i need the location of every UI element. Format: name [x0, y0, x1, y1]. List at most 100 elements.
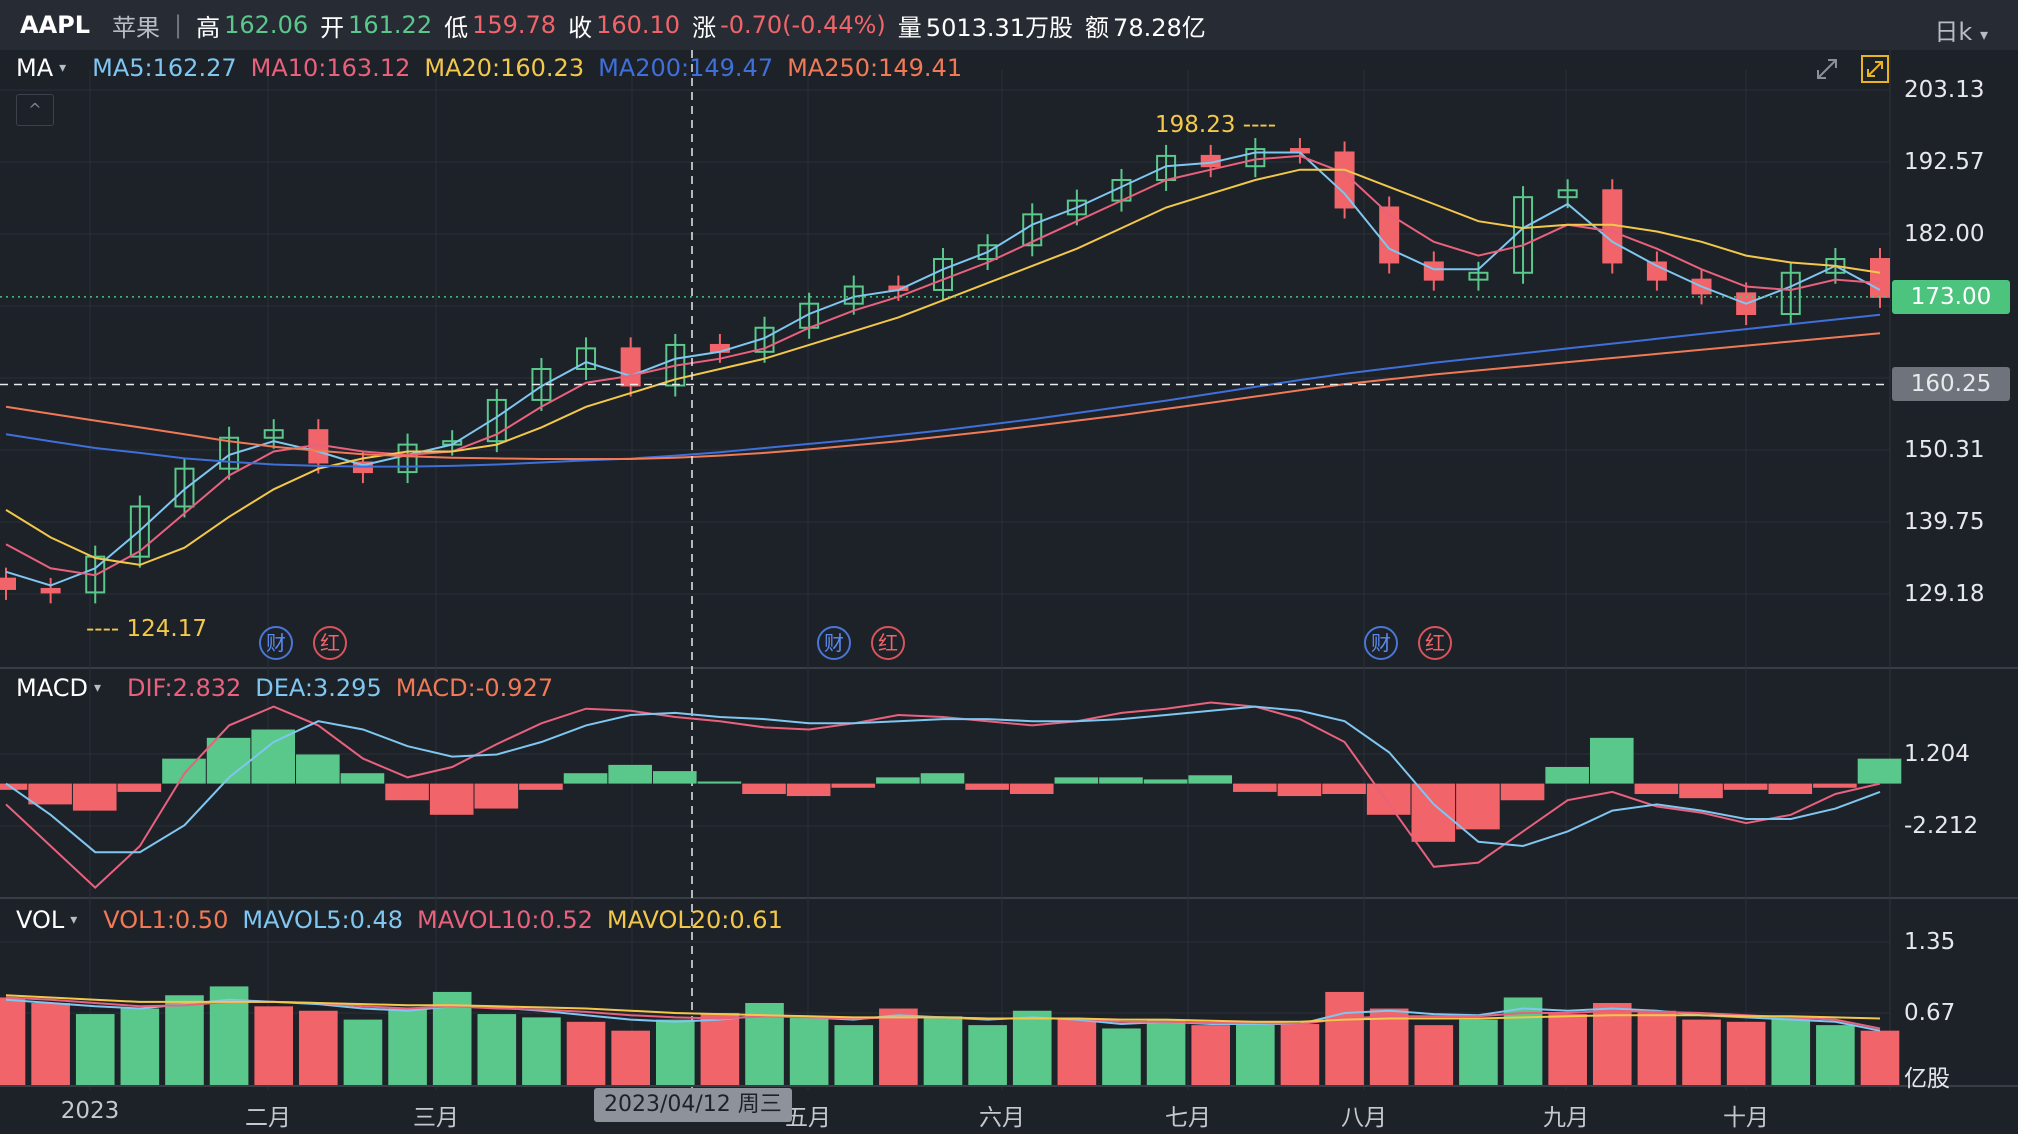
volume-bar — [388, 1008, 427, 1086]
macd-histogram-bar — [1054, 777, 1099, 784]
price-tick: 182.00 — [1904, 221, 1985, 247]
macd-histogram-bar — [0, 783, 28, 790]
high-value: 162.06 — [224, 11, 309, 39]
change-value: -0.70(-0.44%) — [720, 11, 886, 39]
volume-bar — [700, 1012, 740, 1086]
volume-bar — [31, 1003, 70, 1086]
macd-histogram-bar — [251, 729, 296, 784]
macd-histogram-bar — [117, 783, 162, 792]
x-tick-label: 九月 — [1543, 1105, 1589, 1131]
macd-histogram-bar — [1768, 783, 1813, 794]
close-label: 收 — [568, 13, 593, 42]
amount-label: 额 — [1085, 13, 1110, 42]
high-price-annotation: 198.23 ---- — [1155, 112, 1276, 138]
volume-bar — [0, 997, 26, 1086]
volume-bar — [165, 995, 204, 1086]
header-separator: | — [174, 11, 183, 39]
quote-header: AAPL 苹果 | 高 162.06 开 161.22 低 159.78 收 1… — [0, 0, 2018, 50]
macd-histogram-bar — [1411, 783, 1456, 842]
low-value: 159.78 — [472, 11, 557, 39]
macd-histogram-bar — [1366, 783, 1411, 815]
ma5-legend: MA5:162.27 — [92, 54, 237, 82]
dividend-badge[interactable]: 红 — [313, 626, 347, 660]
macd-histogram-bar — [1813, 783, 1857, 788]
chevron-up-icon: ^ — [28, 100, 42, 119]
crosshair-date-tag: 2023/04/12 周三 — [594, 1088, 792, 1122]
macd-histogram-bar — [474, 783, 519, 809]
vol-unit-label: 亿股 — [1904, 1066, 1950, 1092]
volume-bar — [1146, 1019, 1186, 1086]
volume-bar — [75, 1014, 115, 1086]
open-label: 开 — [320, 13, 345, 42]
volume-bar — [1191, 1025, 1231, 1086]
volume-bar — [1771, 1017, 1811, 1086]
volume-bar — [789, 1017, 829, 1086]
candle-body — [1423, 261, 1444, 281]
open-value: 161.22 — [348, 11, 433, 39]
volume-value: 5013.31万股 — [925, 13, 1074, 42]
macd-histogram-bar — [1679, 783, 1723, 799]
fullscreen-icon[interactable] — [1812, 54, 1842, 84]
macd-histogram-bar — [1634, 783, 1679, 794]
macd-histogram-bar — [72, 783, 117, 811]
macd-tick: -2.212 — [1904, 813, 1979, 839]
candle-body — [620, 347, 641, 387]
price-tick: 203.13 — [1904, 77, 1985, 103]
period-selector[interactable]: 日k ▾ — [1934, 12, 1988, 47]
ma-indicator-name[interactable]: MA — [16, 54, 54, 82]
vol-indicator-name[interactable]: VOL — [16, 906, 65, 934]
candle-body — [486, 398, 507, 443]
volume-bar — [1726, 1021, 1766, 1086]
volume-bar — [655, 1019, 695, 1086]
high-label: 高 — [196, 13, 221, 42]
chevron-down-icon: ▾ — [1979, 25, 1988, 44]
volume-bar — [1236, 1021, 1275, 1086]
volume-bar — [477, 1014, 517, 1086]
low-label: 低 — [444, 13, 469, 42]
expand-chart-icon[interactable] — [1860, 54, 1890, 84]
candle-body — [263, 429, 284, 439]
candle-body — [0, 577, 16, 590]
macd-histogram-bar — [1322, 783, 1366, 794]
chevron-down-icon[interactable]: ▾ — [93, 680, 101, 696]
mavol20-legend: MAVOL20:0.61 — [606, 906, 783, 934]
dividend-badge[interactable]: 红 — [871, 626, 905, 660]
dividend-badge[interactable]: 红 — [1418, 626, 1452, 660]
earnings-badge[interactable]: 财 — [817, 626, 851, 660]
macd-line-dea — [5, 705, 1881, 854]
macd-histogram-bar — [831, 783, 876, 788]
volume-bar — [1682, 1019, 1721, 1086]
earnings-badge[interactable]: 财 — [1364, 626, 1398, 660]
candle-body — [977, 244, 998, 261]
macd-histogram-bar — [340, 773, 385, 784]
macd-histogram-bar — [28, 783, 72, 805]
candle-body — [40, 587, 61, 594]
collapse-button[interactable]: ^ — [16, 94, 54, 126]
macd-histogram-bar — [1456, 783, 1500, 830]
x-tick-label: 五月 — [785, 1105, 831, 1131]
price-tick: 139.75 — [1904, 509, 1985, 535]
macd-tick: 1.204 — [1904, 741, 1970, 767]
macd-histogram-bar — [742, 783, 786, 794]
macd-histogram-bar — [965, 783, 1009, 790]
macd-histogram-bar — [1233, 783, 1277, 792]
stock-chart[interactable] — [0, 50, 2018, 1134]
ma-line-ma5 — [5, 151, 1881, 587]
volume-bar — [1102, 1028, 1141, 1086]
macd-histogram-bar — [1143, 779, 1188, 784]
price-tick: 150.31 — [1904, 437, 1985, 463]
earnings-badge[interactable]: 财 — [259, 626, 293, 660]
macd-histogram-bar — [1723, 783, 1768, 790]
chevron-down-icon[interactable]: ▾ — [70, 912, 78, 928]
macd-histogram-bar — [385, 783, 429, 801]
chevron-down-icon[interactable]: ▾ — [59, 60, 67, 76]
x-tick-label: 八月 — [1341, 1105, 1387, 1131]
candle-body — [1379, 206, 1400, 264]
vol-line-mavol20 — [5, 994, 1881, 1023]
macd-histogram-bar — [608, 764, 652, 784]
candle-body — [1334, 151, 1355, 209]
macd-histogram-bar — [876, 777, 920, 784]
macd-histogram-bar — [1589, 737, 1634, 784]
macd-indicator-name[interactable]: MACD — [16, 674, 88, 702]
stock-name: 苹果 — [112, 13, 161, 42]
